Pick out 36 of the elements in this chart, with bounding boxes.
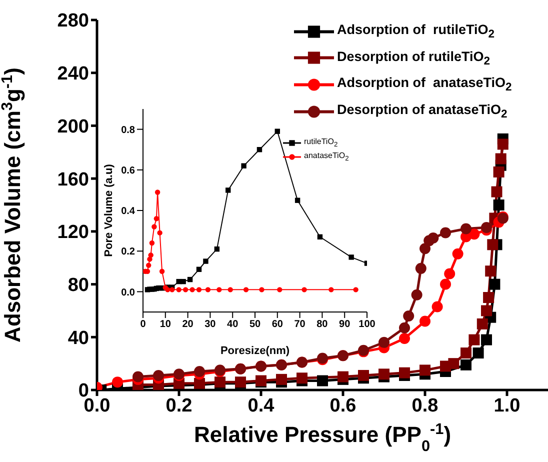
y-tick-label: 280 [57,10,89,32]
y-tick-label: 240 [57,64,89,85]
y-axis-title: Pore Volume (a.u) [103,164,115,257]
x-tick-label: 90 [339,319,351,330]
y-tick-label: 0.2 [121,246,136,258]
legend-label: Desorption of rutileTiO$_{2}$ [337,48,490,68]
x-tick-label: 100 [358,319,376,330]
x-tick-label: 10 [160,319,172,330]
legend-label: Adsorption of anataseTiO$_{2}$ [337,75,512,94]
x-axis-title: Relative Pressure (PP$_{0}$$^{-1}$) [194,420,452,454]
legend-label: Adsorption of rutileTiO$_{2}$ [337,22,495,41]
x-tick-label: 50 [249,319,261,330]
x-tick-label: 70 [294,319,306,330]
legend-label: anataseTiO$_{2}$ [304,151,349,163]
x-tick-label: 0.8 [412,395,438,416]
x-tick-label: 0.2 [166,395,192,416]
legend-label: rutileTiO$_{2}$ [304,137,338,149]
y-tick-label: 80 [68,275,89,296]
x-tick-label: 0.6 [330,395,356,416]
x-tick-label: 20 [182,319,194,330]
x-tick-label: 60 [272,319,284,330]
legend-label: Desorption of anataseTiO$_{2}$ [337,102,508,121]
y-tick-label: 0.4 [121,206,136,218]
y-tick-label: 0.6 [121,165,136,176]
y-tick-label: 160 [57,169,89,190]
x-tick-label: 40 [227,319,239,330]
x-tick-label: 1.0 [494,395,520,416]
x-tick-label: 30 [204,319,216,330]
y-tick-label: 120 [57,222,89,244]
y-tick-label: 0.8 [121,124,136,136]
x-tick-label: 80 [316,319,328,330]
x-axis-title: Poresize(nm) [220,345,290,357]
y-tick-label: 0.0 [121,287,136,298]
x-tick-label: 0 [140,319,146,330]
y-tick-label: 200 [57,116,89,138]
x-tick-label: 0.4 [248,395,275,416]
